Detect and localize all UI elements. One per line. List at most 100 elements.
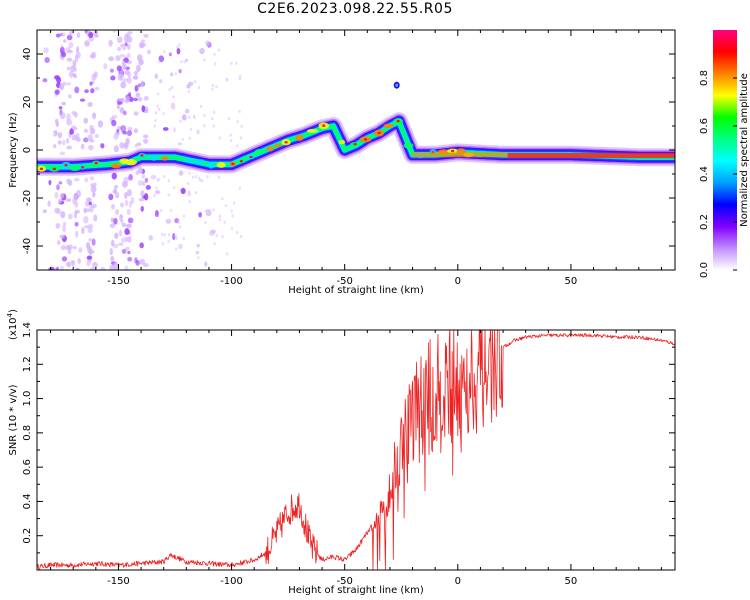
heatmap-speckle: [126, 35, 133, 43]
heatmap-speckle: [124, 70, 130, 75]
heatmap-peak: [140, 154, 144, 157]
heatmap-speckle: [143, 138, 149, 144]
heatmap-speckle: [94, 86, 100, 91]
heatmap-speckle: [150, 174, 157, 180]
heatmap-speckle: [58, 198, 62, 204]
y-tick-label: 40: [22, 48, 33, 61]
heatmap-speckle: [141, 105, 146, 113]
heatmap-speckle: [87, 227, 93, 234]
heatmap-speckle: [79, 98, 86, 102]
heatmap-speckle: [177, 142, 183, 146]
heatmap-speckle: [100, 266, 106, 270]
svg-text:(x104): (x104): [6, 309, 19, 340]
heatmap-speckle: [84, 177, 89, 183]
heatmap-speckle: [138, 198, 145, 202]
heatmap-speckle: [211, 116, 214, 121]
heatmap-speckle: [69, 30, 73, 37]
heatmap-blob: [403, 142, 414, 149]
heatmap-speckle: [204, 220, 207, 225]
heatmap-speckle: [217, 175, 221, 179]
heatmap-speckle: [93, 30, 99, 37]
heatmap-speckle: [167, 179, 170, 183]
heatmap-speckle: [54, 75, 60, 80]
heatmap-speckle: [206, 174, 209, 179]
heatmap-speckle: [119, 74, 124, 79]
heatmap-speckle: [148, 235, 154, 241]
y-tick-label: 0: [22, 147, 33, 153]
heatmap-speckle: [167, 193, 171, 197]
heatmap-speckle: [136, 64, 141, 73]
heatmap-speckle: [87, 245, 92, 254]
snr-axes: -150 -100 -50 0 50 0.2 0.4 0.6 0.8 1.0 1.2 1.4: [22, 322, 675, 587]
heatmap-speckle: [130, 196, 135, 205]
heatmap-speckle: [66, 113, 71, 121]
heatmap-speckle: [72, 62, 77, 70]
heatmap-speckle: [81, 227, 85, 235]
heatmap-speckle: [89, 139, 95, 143]
heatmap-speckle: [117, 46, 121, 52]
heatmap-speckle: [139, 258, 146, 265]
heatmap-speckle: [83, 207, 87, 214]
heatmap-speckle: [211, 83, 215, 87]
heatmap-speckle: [61, 81, 67, 87]
heatmap-speckle: [92, 192, 96, 198]
heatmap-speckle: [109, 264, 116, 270]
heatmap-blob: [207, 161, 215, 169]
snr-series-line: [37, 330, 675, 570]
heatmap-speckle: [66, 82, 72, 86]
heatmap-speckle: [84, 89, 89, 94]
heatmap-speckle: [230, 226, 234, 231]
y-tick-label: -40: [22, 238, 33, 254]
heatmap-speckle: [218, 218, 222, 222]
heatmap-speckle: [56, 240, 61, 245]
heatmap-speckle: [121, 237, 126, 243]
heatmap-speckle: [212, 110, 216, 114]
heatmap-speckle: [161, 232, 164, 237]
heatmap-speckle: [58, 106, 63, 110]
heatmap-speckle: [74, 222, 79, 227]
heatmap-blob: [266, 146, 275, 152]
heatmap-speckle: [238, 186, 242, 190]
heatmap-speckle: [239, 136, 243, 140]
y-tick-label: 1.2: [22, 356, 33, 372]
heatmap-speckle: [215, 85, 218, 89]
heatmap-speckle: [69, 128, 74, 135]
heatmap-speckle: [173, 127, 176, 131]
heatmap-speckle: [122, 180, 128, 188]
heatmap-speckle: [226, 252, 229, 256]
colorbar-label: Normalized spectral amplitude: [739, 73, 750, 227]
heatmap-speckle: [215, 234, 218, 238]
heatmap-speckle: [181, 137, 184, 141]
heatmap-speckle: [54, 89, 60, 95]
heatmap-speckle: [214, 62, 217, 66]
heatmap-speckle: [162, 127, 169, 131]
x-tick-label: 50: [565, 276, 578, 287]
heatmap-speckle: [65, 138, 70, 144]
heatmap-speckle: [52, 144, 57, 149]
heatmap-speckle: [188, 200, 192, 204]
spectrogram-axes: -150 -100 -50 0 50 -40 -20 0 20 40: [22, 29, 675, 287]
heatmap-speckle: [133, 128, 138, 134]
heatmap-speckle: [236, 120, 239, 124]
heatmap-speckle: [196, 129, 200, 135]
heatmap-speckle: [238, 110, 241, 114]
heatmap-speckle: [59, 46, 65, 55]
heatmap-speckle: [182, 214, 186, 218]
heatmap-speckle: [205, 40, 211, 47]
heatmap-speckle: [126, 130, 133, 137]
heatmap-speckle: [170, 72, 174, 77]
heatmap-speckle: [109, 68, 114, 73]
heatmap-speckle: [84, 40, 90, 47]
page-title: C2E6.2023.098.22.55.R05: [257, 1, 453, 17]
heatmap-speckle: [236, 144, 239, 148]
heatmap-peak: [322, 124, 326, 127]
heatmap-speckle: [88, 201, 93, 206]
heatmap-speckle: [67, 94, 72, 99]
heatmap-speckle: [124, 199, 128, 207]
heatmap-speckle: [127, 250, 131, 255]
heatmap-speckle: [203, 58, 206, 62]
heatmap-speckle: [73, 193, 78, 201]
heatmap-speckle: [170, 208, 173, 212]
heatmap-speckle: [224, 203, 228, 208]
y-tick-label: 20: [22, 96, 33, 109]
